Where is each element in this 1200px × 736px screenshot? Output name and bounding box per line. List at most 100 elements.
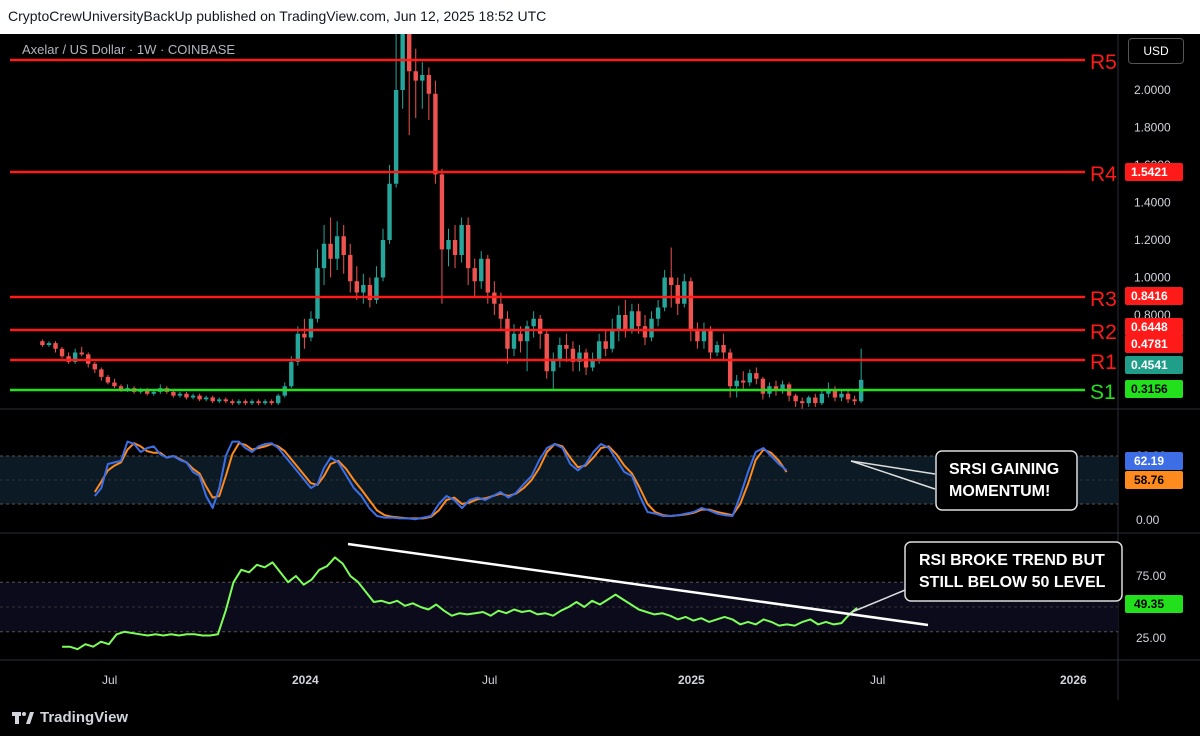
candle-body: [531, 318, 536, 327]
candle-body: [832, 390, 838, 398]
candle-body: [302, 333, 307, 338]
candle-body: [99, 369, 104, 377]
price-axis-tick: 1.0000: [1134, 271, 1171, 285]
candle-body: [773, 386, 779, 390]
time-axis-tick: Jul: [482, 673, 497, 687]
srsi-axis-tick: 0.00: [1136, 513, 1160, 527]
candle-body: [118, 386, 124, 390]
candle-body: [734, 380, 739, 387]
rsi-annotation-line1: RSI BROKE TREND BUT: [919, 552, 1105, 569]
level-name-r2: R2: [1090, 321, 1117, 344]
candle-body: [433, 93, 438, 175]
rsi-line: [62, 556, 858, 651]
candle-body: [852, 399, 857, 402]
rsi-value-box: [1125, 595, 1183, 613]
candle-body: [236, 401, 242, 404]
candle-body: [564, 345, 569, 349]
candle-body: [662, 277, 667, 308]
price-axis-tick: 1.4000: [1134, 196, 1171, 210]
candle-body: [714, 345, 720, 353]
candle-body: [577, 352, 582, 362]
price-axis-tick: 1.2000: [1134, 233, 1171, 247]
candle-body: [276, 395, 281, 404]
candle-body: [623, 315, 628, 330]
candle-body: [446, 240, 451, 250]
candle-body: [741, 380, 746, 383]
candle-body: [465, 225, 471, 269]
price-axis-tick: 2.0000: [1134, 83, 1171, 97]
candle-body: [243, 401, 248, 404]
candle-body: [374, 277, 379, 300]
srsi-callout-pointer: [850, 460, 936, 475]
candle-body: [249, 401, 255, 404]
candle-body: [46, 343, 52, 345]
candle-body: [380, 240, 386, 278]
chart-title: Axelar / US Dollar · 1W · COINBASE: [22, 42, 235, 57]
candle-body: [669, 277, 674, 285]
candle-body: [92, 363, 97, 370]
srsi-callout-pointer: [850, 460, 936, 490]
rsi-axis-tick: 25.00: [1136, 631, 1166, 645]
price-label-box: [1125, 335, 1183, 353]
candle-body: [570, 348, 576, 362]
candle-body: [289, 361, 294, 387]
candle-body: [145, 390, 150, 394]
currency-button[interactable]: USD: [1128, 38, 1184, 64]
srsi-k-line: [94, 440, 788, 521]
price-label-box: [1125, 318, 1183, 336]
candle-body: [217, 399, 222, 402]
candle-body: [708, 330, 713, 353]
level-name-r3: R3: [1090, 288, 1117, 311]
candle-body: [551, 360, 556, 372]
candle-body: [407, 34, 412, 72]
candle-body: [636, 311, 641, 327]
rsi-value: 49.35: [1134, 597, 1164, 611]
candle-body: [760, 378, 766, 394]
rsi-callout-pointer: [851, 587, 911, 613]
candle-body: [616, 315, 621, 330]
price-label-box: [1125, 163, 1183, 181]
candle-body: [223, 399, 228, 402]
candle-body: [557, 345, 563, 360]
publisher-text: CryptoCrewUniversityBackUp published on …: [8, 8, 547, 24]
candle-body: [171, 391, 176, 396]
candle-body: [649, 318, 654, 338]
time-axis-tick: Jul: [102, 673, 117, 687]
candle-body: [387, 183, 392, 240]
candle-body: [675, 285, 680, 304]
candle-body: [479, 258, 484, 282]
candle-body: [53, 343, 58, 349]
candle-body: [839, 393, 844, 398]
candle-body: [400, 34, 405, 90]
rsi-axis-tick: 75.00: [1136, 569, 1166, 583]
rsi-trendline: [347, 542, 929, 627]
time-axis-tick: 2026: [1060, 673, 1087, 687]
candle-body: [780, 384, 785, 390]
candle-body: [642, 326, 648, 338]
price-label-r3: 0.8416: [1131, 289, 1168, 303]
candle-body: [655, 307, 661, 319]
candle-body: [334, 236, 340, 259]
candle-body: [459, 225, 464, 255]
last-price-box: [1125, 356, 1183, 374]
candle-body: [105, 376, 111, 383]
candle-body: [426, 75, 432, 94]
candle-body: [151, 391, 156, 394]
candle-body: [393, 90, 399, 184]
tradingview-brand: TradingView: [40, 709, 129, 726]
candle-body: [498, 303, 504, 319]
candle-body: [203, 397, 209, 400]
candle-body: [112, 382, 117, 387]
candle-body: [747, 373, 752, 383]
candle-body: [826, 390, 831, 394]
candle-body: [485, 258, 490, 293]
chart-area[interactable]: Axelar / US Dollar · 1W · COINBASE 2.0000…: [0, 34, 1200, 700]
price-label-r2: 0.6448: [1131, 320, 1168, 334]
price-label-s1: 0.3156: [1131, 382, 1168, 396]
candle-body: [321, 243, 327, 269]
tradingview-logo[interactable]: TradingView: [12, 709, 128, 726]
candle-body: [308, 318, 314, 338]
candle-body: [629, 311, 635, 330]
candle-body: [184, 393, 189, 398]
candle-body: [354, 281, 359, 293]
